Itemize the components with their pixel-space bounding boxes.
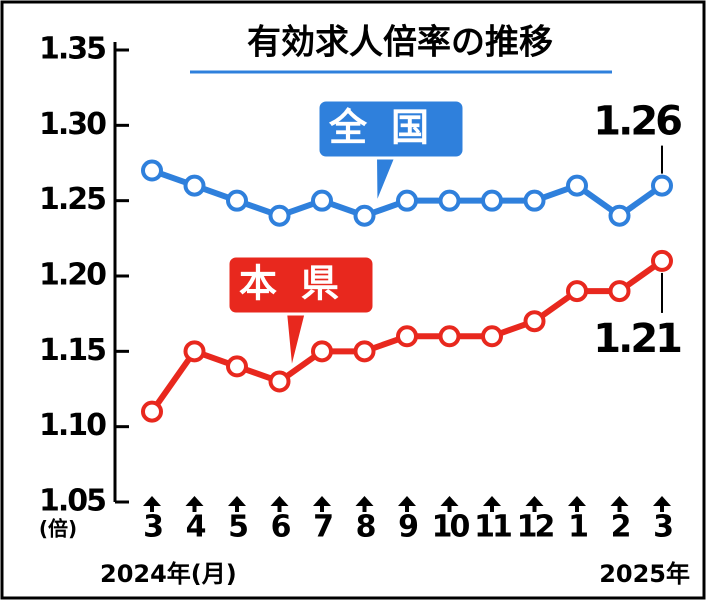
x-tick [355, 496, 374, 512]
x-tick-label: 8 [356, 510, 376, 545]
legend-label: 全国 [328, 106, 453, 150]
x-tick-label: 3 [143, 510, 162, 545]
x-tick [398, 496, 416, 512]
point [353, 204, 376, 227]
callout-pointer [375, 155, 397, 205]
point [651, 174, 673, 197]
point [311, 340, 333, 363]
point [226, 355, 248, 378]
point [141, 400, 163, 423]
point [311, 189, 333, 212]
point [608, 280, 631, 303]
y-tick-label: 1.10 [39, 408, 106, 443]
x-end-label: 2025年 [599, 560, 690, 588]
x-tick-label: 1 [568, 510, 587, 545]
point [141, 159, 163, 182]
x-tick-label: 5 [228, 510, 247, 545]
point [523, 189, 546, 212]
x-tick [483, 496, 501, 512]
x-tick [313, 496, 331, 512]
point [523, 310, 546, 333]
x-tick [525, 496, 544, 512]
value-label: 1.26 [593, 99, 681, 145]
point [268, 204, 291, 227]
y-tick-label: 1.20 [39, 258, 106, 293]
point [566, 280, 588, 303]
x-tick-label: 6 [271, 510, 291, 545]
x-tick [568, 496, 586, 512]
point [353, 340, 376, 363]
y-tick-label: 1.05 [39, 484, 105, 519]
y-tick-label: 1.35 [39, 32, 105, 67]
point [566, 174, 588, 197]
point [396, 189, 418, 212]
point [183, 340, 206, 363]
point [183, 174, 206, 197]
x-tick [228, 496, 246, 512]
y-tick-label: 1.25 [39, 182, 105, 217]
point [396, 325, 418, 348]
x-tick [440, 496, 459, 512]
point [481, 189, 503, 212]
point [268, 370, 291, 393]
x-tick-label: 4 [186, 510, 206, 545]
x-tick [270, 496, 289, 512]
y-unit: (倍) [39, 517, 77, 541]
point [226, 189, 248, 212]
x-tick-label: 3 [653, 510, 672, 545]
value-label: 1.21 [593, 316, 681, 362]
point [481, 325, 503, 348]
chart-title: 有効求人倍率の推移 [247, 23, 553, 63]
x-tick-label: 11 [474, 510, 511, 545]
legend-box [316, 98, 466, 160]
legend-box [226, 254, 376, 316]
x-tick-label: 10 [432, 510, 470, 545]
y-tick-label: 1.15 [39, 333, 105, 368]
y-tick-label: 1.30 [39, 107, 106, 142]
x-tick [143, 496, 161, 512]
point [608, 204, 631, 227]
x-tick-label: 2 [611, 510, 630, 545]
x-start-label: 2024年(月) [100, 560, 237, 588]
point [651, 249, 673, 272]
x-tick-label: 9 [398, 510, 417, 545]
x-tick-label: 12 [517, 510, 554, 545]
x-tick [653, 496, 671, 512]
x-tick [185, 496, 204, 512]
point [438, 325, 461, 348]
x-tick-label: 7 [313, 510, 332, 545]
x-tick [610, 496, 629, 512]
legend-label: 本県 [239, 262, 363, 306]
point [438, 189, 461, 212]
